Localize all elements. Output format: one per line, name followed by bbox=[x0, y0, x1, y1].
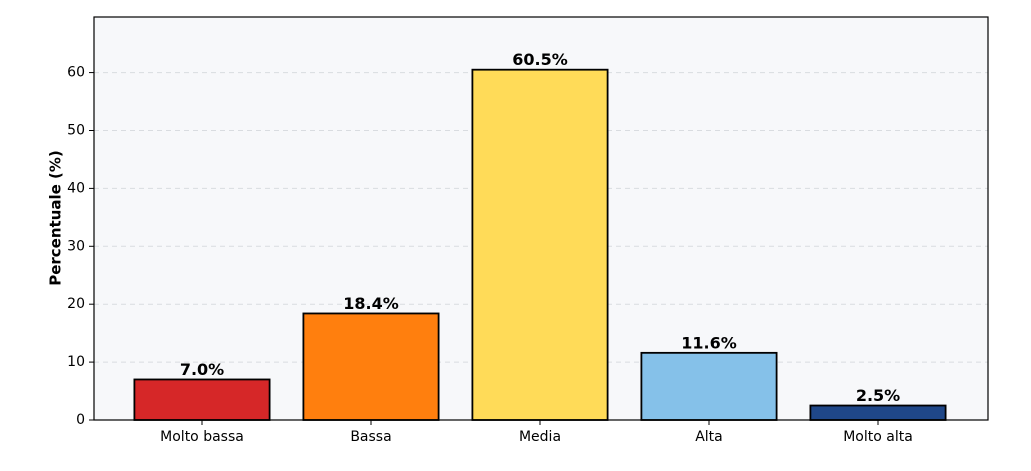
value-label: 18.4% bbox=[343, 294, 399, 313]
x-tick-label: Bassa bbox=[350, 429, 391, 445]
y-tick-label: 50 bbox=[67, 122, 85, 138]
x-tick-label: Alta bbox=[695, 429, 723, 445]
y-axis-label: Percentuale (%) bbox=[47, 150, 65, 286]
x-tick-label: Molto alta bbox=[843, 429, 913, 445]
bar bbox=[133, 378, 271, 421]
x-tick-label: Molto bassa bbox=[160, 429, 244, 445]
value-label: 7.0% bbox=[180, 360, 224, 379]
x-tick-label: Media bbox=[519, 429, 561, 445]
bar bbox=[471, 68, 609, 421]
y-tick-label: 30 bbox=[67, 238, 85, 254]
value-label: 2.5% bbox=[856, 386, 900, 405]
value-label: 60.5% bbox=[512, 50, 568, 69]
bar bbox=[640, 351, 778, 421]
y-tick-label: 60 bbox=[67, 65, 85, 81]
y-tick-label: 0 bbox=[76, 412, 85, 428]
bar bbox=[809, 404, 947, 421]
y-tick-label: 20 bbox=[67, 296, 85, 312]
y-tick-label: 10 bbox=[67, 354, 85, 370]
bar bbox=[302, 312, 440, 421]
value-label: 11.6% bbox=[681, 333, 737, 352]
y-tick-label: 40 bbox=[67, 180, 85, 196]
plot-frame bbox=[93, 16, 989, 421]
